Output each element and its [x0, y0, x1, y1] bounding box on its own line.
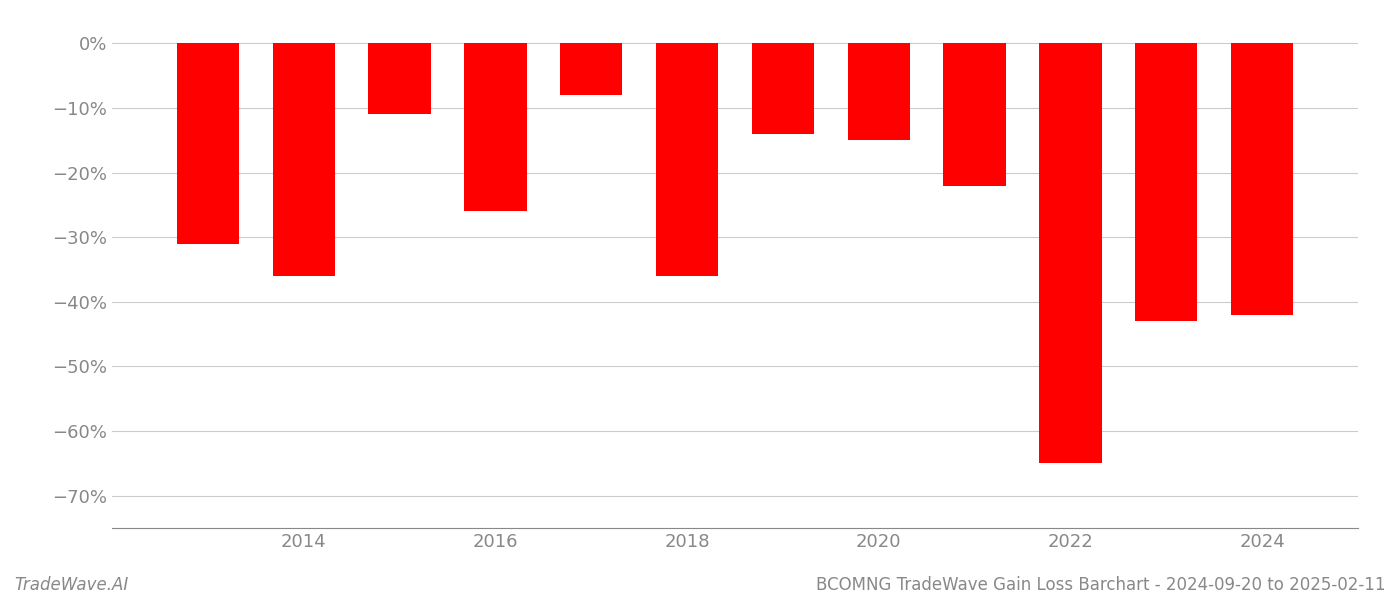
Bar [273, 43, 335, 276]
Bar [1039, 43, 1102, 463]
Bar [560, 43, 623, 95]
Bar [368, 43, 431, 115]
Text: BCOMNG TradeWave Gain Loss Barchart - 2024-09-20 to 2025-02-11: BCOMNG TradeWave Gain Loss Barchart - 20… [816, 576, 1386, 594]
Bar [752, 43, 813, 134]
Bar [1231, 43, 1294, 315]
Bar [657, 43, 718, 276]
Bar [176, 43, 239, 244]
Bar [944, 43, 1005, 185]
Bar [1135, 43, 1197, 321]
Bar [847, 43, 910, 140]
Text: TradeWave.AI: TradeWave.AI [14, 576, 129, 594]
Bar [465, 43, 526, 211]
